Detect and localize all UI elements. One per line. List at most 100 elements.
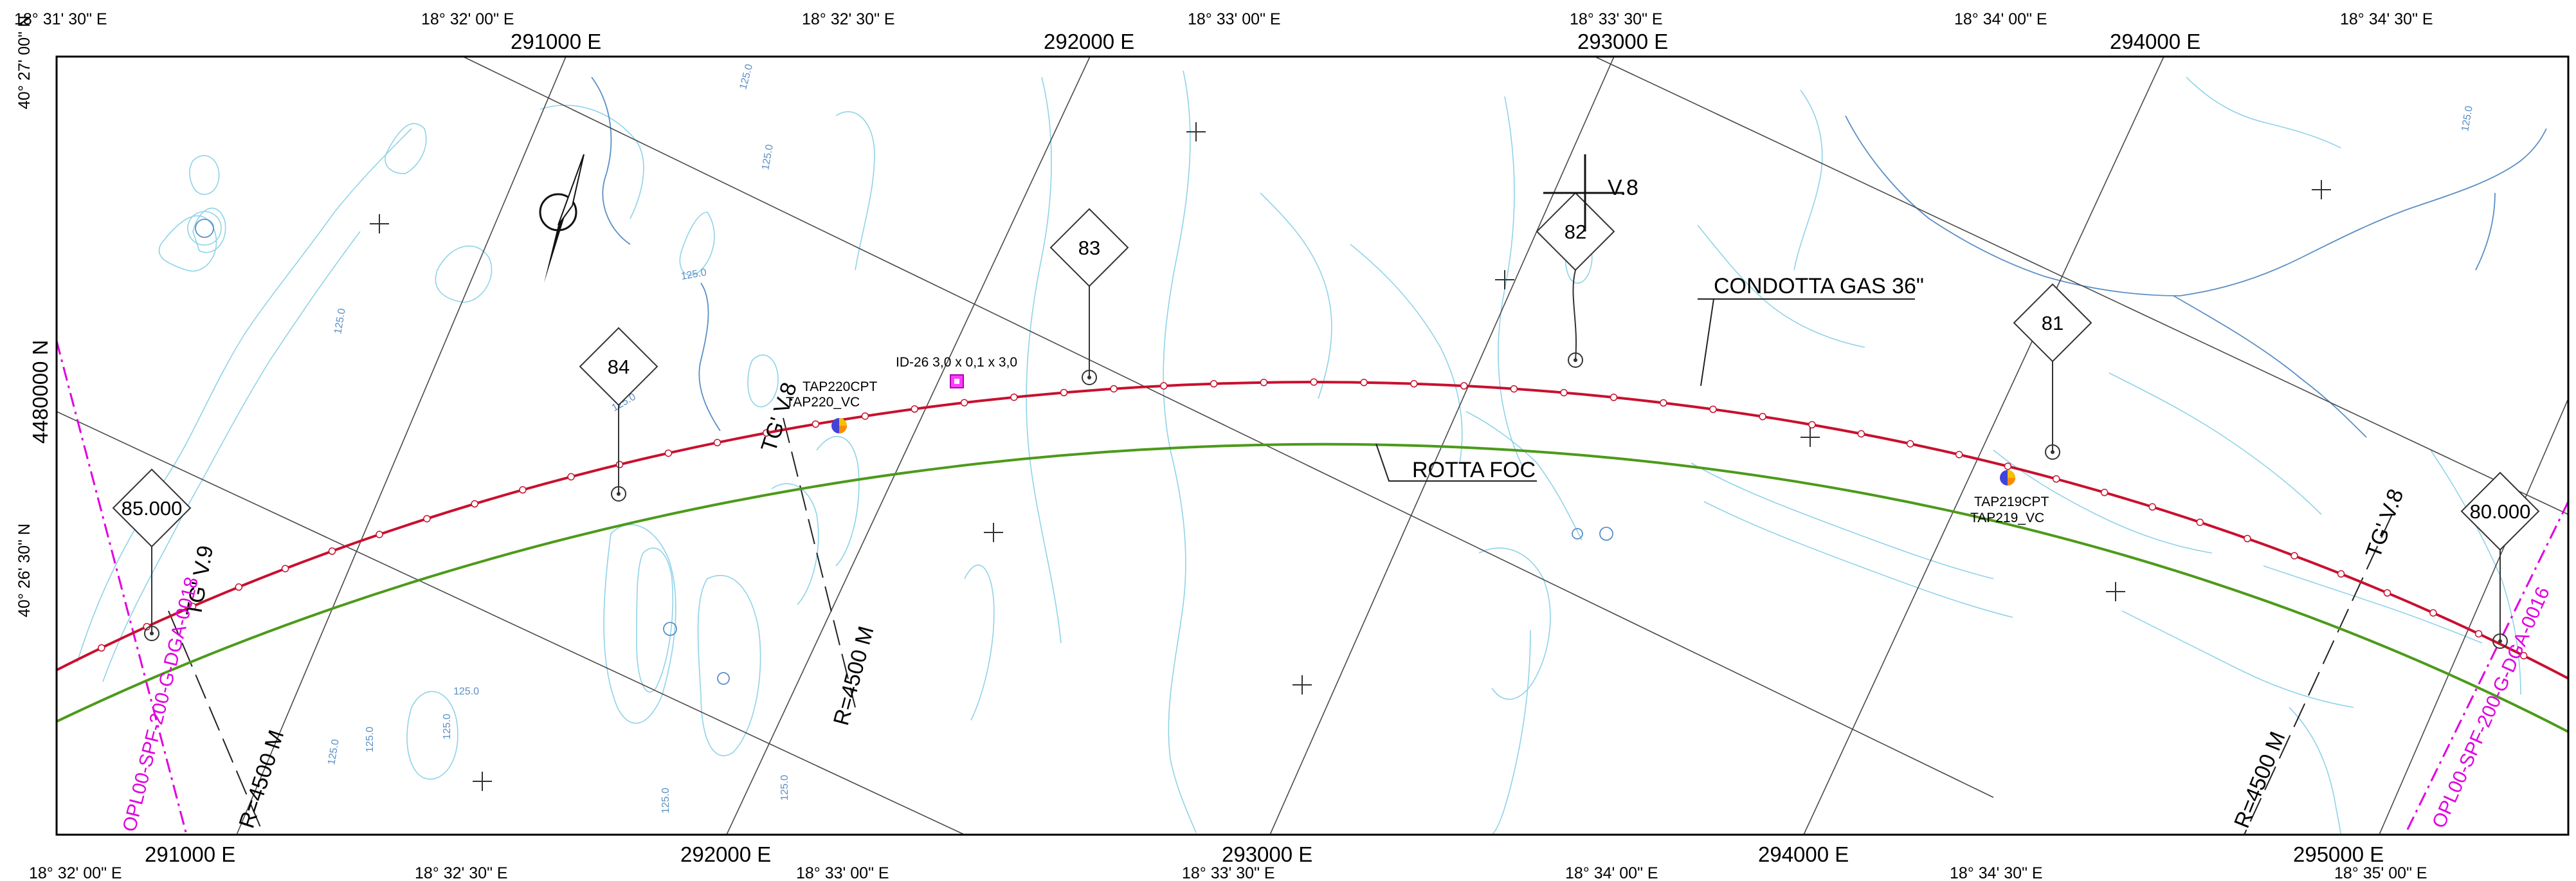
pipeline-station-marker [1260, 379, 1268, 386]
pipeline-station-marker [2519, 651, 2528, 660]
coord-top: 18° 33' 00" E [1188, 10, 1281, 28]
pipeline-station-marker [1360, 379, 1368, 386]
grid-cross-icon [984, 523, 1003, 542]
contour-label: 125.0 [680, 267, 707, 282]
pipeline-station-marker [2383, 589, 2391, 597]
grid-lines [57, 57, 2568, 835]
crossing-line-right [2404, 501, 2568, 835]
tap219cpt-label: TAP219CPT [1974, 495, 2049, 509]
pipeline-station-marker [2429, 609, 2437, 617]
tap220cpt-label: TAP220CPT [803, 379, 877, 394]
left-coordinate-labels: 40° 27' 00" N 4480000 N 40° 26' 30" N [15, 15, 52, 617]
contour-label: 125.0 [660, 788, 671, 813]
pipeline-station-marker [1808, 421, 1816, 429]
grid-cross-icon [1800, 428, 1820, 447]
grid-cross-icon [473, 772, 492, 791]
contour-label: 125.0 [453, 686, 479, 697]
contour-label: 125.0 [365, 727, 376, 752]
pipeline-route-line [57, 381, 2568, 680]
easting-gridline [236, 57, 567, 835]
coord-top: 18° 33' 30" E [1570, 10, 1663, 28]
pipeline-station-marker [1210, 380, 1218, 388]
pipeline-station-marker [1857, 430, 1865, 438]
tangent-leaders [168, 417, 2393, 835]
pipeline-station-marker [2337, 570, 2345, 578]
grid-crosses [370, 122, 2331, 791]
grid-cross-icon [370, 214, 389, 233]
grid-bottom: 294000 E [1758, 842, 1849, 866]
kp-marker-82: 82 [1536, 192, 1615, 368]
pipeline-station-marker [2052, 475, 2060, 483]
pipeline-station-marker [2148, 503, 2156, 511]
pipeline-station-marker [1560, 388, 1568, 397]
map-frame-bg [57, 57, 2568, 835]
pipeline-station-marker [1955, 451, 1963, 459]
pipeline-station-marker [1010, 393, 1018, 401]
pipeline-station-marker [2196, 518, 2204, 526]
grid-top: 291000 E [511, 30, 601, 53]
kp-label: 85.000 [122, 497, 183, 520]
coord-bottom: 18° 35' 00" E [2334, 864, 2427, 881]
pipeline-station-marker [2004, 462, 2012, 470]
crossing-lines [57, 340, 2568, 835]
pipeline-station-marker [2474, 630, 2483, 638]
kp-marker-81: 81 [2013, 283, 2092, 460]
easting-gridline [726, 57, 1091, 835]
pipeline-station-marker [471, 500, 478, 508]
kp-label: 80.000 [2470, 500, 2531, 523]
coord-bottom: 18° 32' 00" E [29, 864, 122, 881]
contour-label: 125.0 [760, 143, 776, 170]
kp-markers: 85.000 84 83 82 [112, 192, 2540, 649]
pipeline-station-marker [567, 473, 575, 481]
pipeline-station-marker [519, 486, 527, 494]
coord-top: 18° 34' 00" E [1954, 10, 2047, 28]
radius-leader-left [168, 610, 264, 835]
coord-bottom: 18° 33' 30" E [1182, 864, 1275, 881]
grid-bottom: 292000 E [680, 842, 771, 866]
pipeline-station-marker [1310, 378, 1318, 386]
coord-bottom: 18° 32' 30" E [415, 864, 508, 881]
pipeline-station-marker [328, 547, 336, 555]
pipeline-station-marker [1759, 413, 1766, 421]
coord-top: 18° 32' 00" E [421, 10, 514, 28]
pipeline-station-marker [861, 412, 869, 420]
survey-point-icon [831, 418, 847, 433]
pipeline-station-marker [423, 514, 431, 523]
pipeline-station-marker [1660, 399, 1667, 407]
pipeline-station-marker [1160, 382, 1168, 390]
tap220vc-label: TAP220_VC [786, 395, 860, 410]
radius-leader-right [2244, 514, 2393, 835]
pipeline-station-marker [2100, 489, 2109, 496]
pipeline-station-marker [2290, 552, 2298, 559]
top-coordinate-labels: 18° 31' 30" E 18° 32' 00" E 18° 32' 30" … [14, 10, 2433, 28]
grid-left: 4480000 N [28, 340, 52, 444]
pipeline-station-marker [188, 603, 197, 610]
grid-cross-icon [1186, 122, 1206, 141]
easting-gridline [1803, 57, 2164, 835]
grid-cross-icon [2106, 582, 2125, 601]
contour-label: 125.0 [332, 307, 348, 334]
coord-bottom: 18° 34' 30" E [1950, 864, 2043, 881]
target-cross-v8: V.8 [1543, 154, 1638, 232]
coord-left: 40° 26' 30" N [15, 523, 33, 617]
grid-cross-icon [1293, 675, 1312, 695]
kp-label: 81 [2042, 312, 2064, 334]
callout-text: CONDOTTA GAS 36" ROTTA FOC [1412, 274, 1924, 482]
v8-label: V.8 [1608, 176, 1638, 200]
grid-top: 294000 E [2110, 30, 2200, 53]
grid-cross-icon [1495, 270, 1514, 289]
northing-gridline [1594, 57, 2568, 515]
pipeline-station-marker [1709, 405, 1717, 413]
coord-top: 18° 32' 30" E [802, 10, 895, 28]
kp-label: 83 [1078, 237, 1100, 259]
northing-gridline [57, 411, 965, 835]
grid-bottom: 295000 E [2293, 842, 2384, 866]
northing-gridline [462, 57, 1994, 798]
coord-left: 40° 27' 00" N [15, 15, 33, 109]
contour-label: 125.0 [442, 714, 453, 740]
contour-label: 125.0 [2460, 105, 2475, 132]
kp-marker-80: 80.000 [2460, 471, 2540, 649]
top-grid-labels: 291000 E 292000 E 293000 E 294000 E [511, 30, 2200, 53]
bottom-grid-labels: 291000 E 292000 E 293000 E 294000 E 2950… [145, 842, 2384, 866]
